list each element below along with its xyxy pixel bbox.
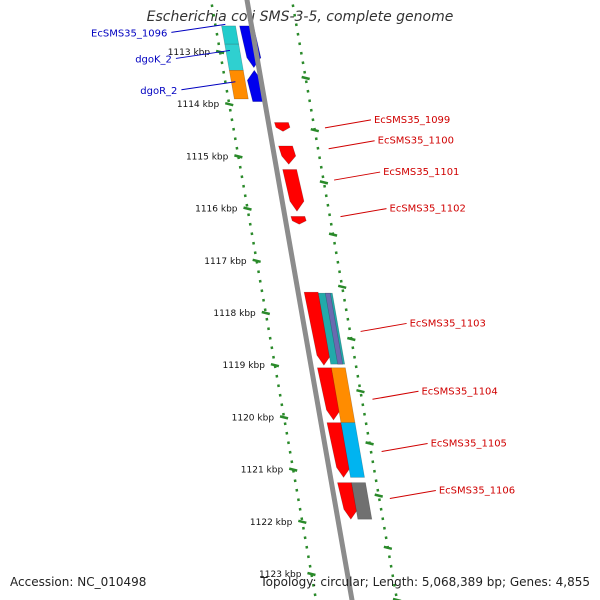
genome-backbone (244, 0, 355, 600)
gene-feature (303, 291, 332, 366)
gene-label-right: EcSMS35_1102 (390, 204, 466, 215)
tick-mark-right (383, 545, 393, 551)
tick-label: 1115 kbp (186, 152, 229, 162)
gene-feature (274, 122, 291, 132)
tick-label: 1116 kbp (195, 205, 238, 215)
label-leader-left (181, 81, 236, 91)
tick-mark-right (392, 597, 402, 600)
tick-mark-right (365, 441, 374, 446)
tick-label: 1119 kbp (223, 361, 266, 371)
gene-label-right: EcSMS35_1103 (410, 318, 486, 329)
gene-feature (282, 169, 305, 212)
tick-label: 1123 kbp (259, 570, 302, 580)
gene-label-left: dgoR_2 (140, 86, 177, 97)
label-leader-right (334, 171, 381, 181)
label-leader-right (372, 390, 419, 400)
label-leader-right (389, 489, 436, 499)
gene-label-right: EcSMS35_1101 (383, 167, 459, 178)
tick-mark-right (337, 284, 347, 290)
map-title: Escherichia coli SMS-3-5, complete genom… (146, 9, 454, 25)
tick-ring-left (210, 4, 317, 597)
gene-feature (337, 482, 359, 520)
tick-mark-left (234, 154, 243, 159)
tick-mark-right (374, 493, 384, 498)
gene-label-right: EcSMS35_1104 (421, 386, 497, 397)
tick-mark-left (298, 519, 307, 525)
label-leader-left (175, 49, 231, 59)
gene-feature (290, 216, 307, 225)
tick-label: 1120 kbp (232, 413, 275, 423)
tick-mark-left (224, 101, 234, 107)
label-leader-left (171, 23, 226, 33)
label-leader-right (340, 208, 387, 218)
gene-feature (228, 69, 249, 100)
label-leader-right (328, 140, 375, 150)
gene-feature (224, 43, 244, 71)
gene-feature (351, 482, 373, 520)
tick-label: 1114 kbp (177, 100, 220, 110)
tick-mark-left (252, 258, 261, 264)
tick-mark-left (270, 362, 280, 368)
gene-feature (278, 145, 297, 165)
feature-labels: EcSMS35_1096 dgoK_2 dgoR_2 EcSMS35_1099 EcSM… (91, 23, 515, 499)
tick-mark-left (279, 415, 289, 420)
tick-label: 1113 kbp (168, 48, 211, 58)
accession-text: Accession: NC_010498 (10, 575, 147, 589)
label-leader-right (381, 443, 428, 452)
tick-marks: 1113 kbp 1114 kbp 1115 kbp 1116 kbp 1117 kbp… (168, 48, 402, 600)
tick-mark-right (328, 232, 338, 237)
tick-mark-left (288, 467, 298, 472)
topology-summary: Topology: circular; Length: 5,068,389 bp… (260, 575, 590, 589)
gene-feature (316, 367, 341, 421)
tick-label: 1118 kbp (213, 309, 256, 319)
gene-feature (221, 25, 240, 45)
tick-mark-left (243, 206, 252, 211)
tick-mark-right (301, 75, 310, 81)
tick-label: 1117 kbp (204, 257, 247, 267)
tick-ring-right (291, 4, 398, 597)
gene-feature (326, 422, 351, 478)
tick-mark-right (347, 336, 356, 342)
gene-label-right: EcSMS35_1106 (439, 485, 515, 496)
gene-label-right: EcSMS35_1099 (374, 115, 450, 126)
tick-mark-right (356, 388, 365, 394)
feature-track (221, 25, 373, 520)
tick-label: 1122 kbp (250, 518, 293, 528)
tick-mark-left (261, 310, 271, 316)
tick-label: 1121 kbp (241, 466, 284, 476)
tick-mark-left (307, 571, 316, 577)
gene-label-left: dgoK_2 (135, 54, 172, 65)
gene-label-left: EcSMS35_1096 (91, 28, 167, 39)
gene-label-right: EcSMS35_1100 (378, 136, 454, 147)
gene-feature (340, 422, 365, 478)
gene-label-right: EcSMS35_1105 (431, 439, 507, 450)
label-leader-right (324, 119, 372, 129)
tick-mark-right (319, 180, 329, 185)
gene-feature (324, 292, 344, 365)
tick-mark-right (310, 127, 320, 133)
label-leader-right (360, 322, 407, 332)
